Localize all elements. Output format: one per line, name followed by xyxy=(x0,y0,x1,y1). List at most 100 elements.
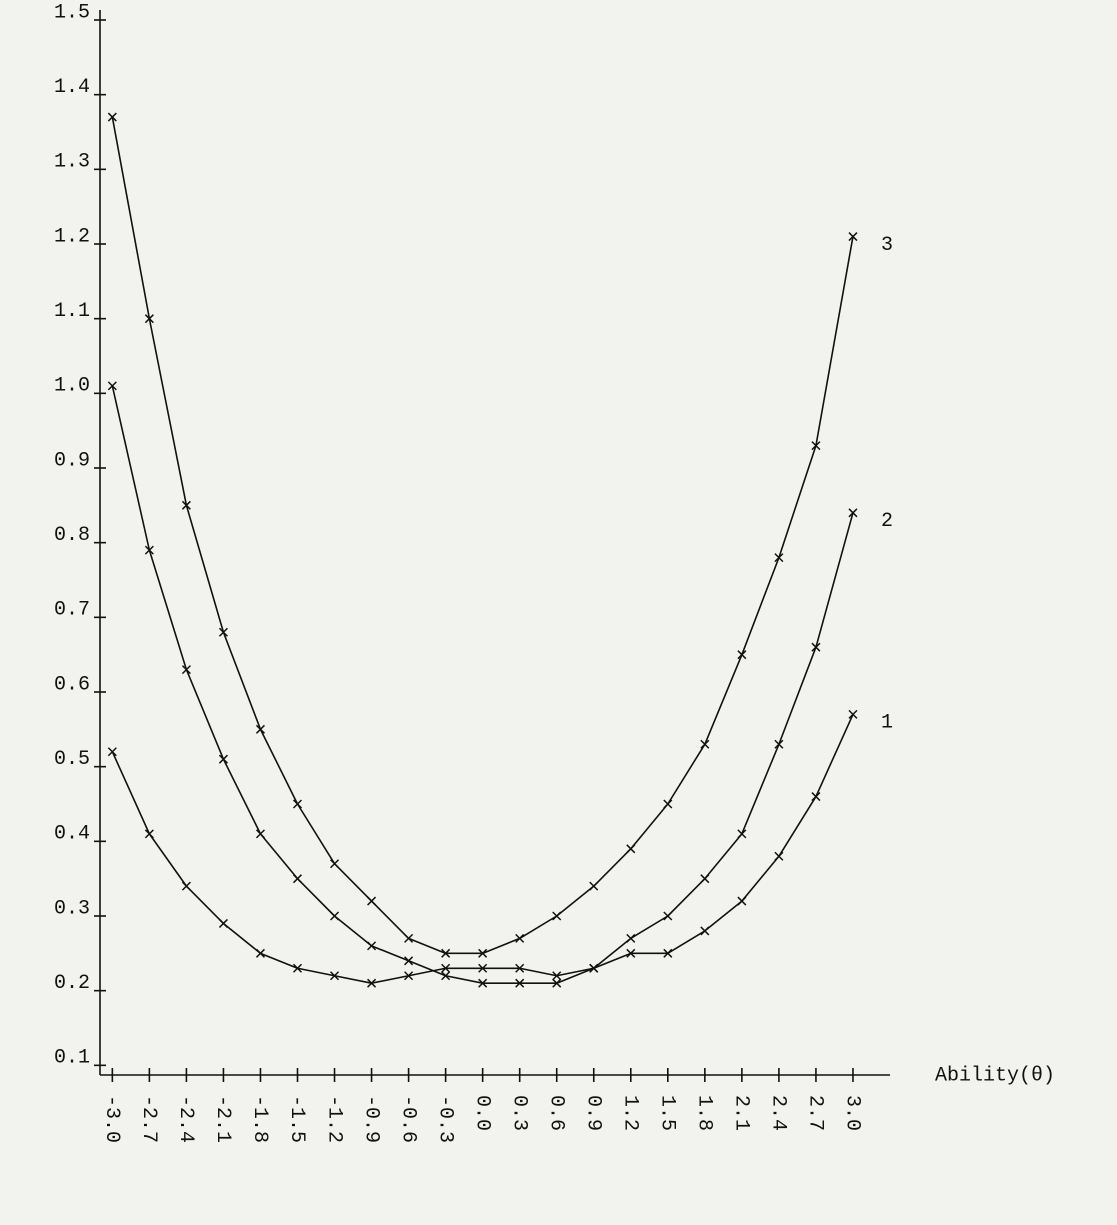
x-tick-label: -0.9 xyxy=(359,1095,382,1143)
point-marker xyxy=(700,926,710,936)
y-tick-label: 0.5 xyxy=(54,748,90,771)
y-tick-label: 0.4 xyxy=(54,823,90,846)
x-tick-label: 0.9 xyxy=(581,1095,604,1131)
point-marker xyxy=(218,918,228,928)
y-tick-label: 1.3 xyxy=(54,151,90,174)
x-tick-label: -2.7 xyxy=(137,1095,160,1143)
point-marker xyxy=(404,971,414,981)
y-tick-label: 1.5 xyxy=(54,1,90,24)
point-marker xyxy=(663,948,673,958)
series-line xyxy=(111,385,854,984)
point-marker xyxy=(255,724,265,734)
x-tick-label: -2.4 xyxy=(174,1095,197,1143)
point-marker xyxy=(515,963,525,973)
series-label: 2 xyxy=(881,510,893,533)
y-tick-label: 0.6 xyxy=(54,673,90,696)
point-marker xyxy=(478,963,488,973)
x-tick-label: 3.0 xyxy=(841,1095,864,1131)
point-marker xyxy=(700,739,710,749)
point-marker xyxy=(255,829,265,839)
point-marker xyxy=(404,956,414,966)
y-tick-label: 0.9 xyxy=(54,449,90,472)
x-tick-label: 2.1 xyxy=(730,1095,753,1131)
x-tick-label: -1.2 xyxy=(322,1095,345,1143)
x-tick-label: -1.5 xyxy=(285,1095,308,1143)
y-tick-label: 0.1 xyxy=(54,1047,90,1070)
x-tick-label: 0.0 xyxy=(470,1095,493,1131)
point-marker xyxy=(811,441,821,451)
y-tick-label: 0.7 xyxy=(54,599,90,622)
x-tick-label: -1.8 xyxy=(248,1095,271,1143)
point-marker xyxy=(811,642,821,652)
point-marker xyxy=(181,665,191,675)
y-tick-label: 1.4 xyxy=(54,76,90,99)
point-marker xyxy=(255,948,265,958)
point-marker xyxy=(478,948,488,958)
point-marker xyxy=(552,911,562,921)
y-tick-label: 0.8 xyxy=(54,524,90,547)
point-marker xyxy=(774,851,784,861)
point-marker xyxy=(811,792,821,802)
x-axis-label: Ability(θ) xyxy=(935,1064,1055,1087)
point-marker xyxy=(367,978,377,988)
point-marker xyxy=(515,978,525,988)
x-tick-label: -0.3 xyxy=(433,1095,456,1143)
point-marker xyxy=(737,829,747,839)
y-tick-label: 1.2 xyxy=(54,225,90,248)
point-marker xyxy=(589,963,599,973)
point-marker xyxy=(404,933,414,943)
series-label: 1 xyxy=(881,712,893,735)
point-marker xyxy=(367,941,377,951)
x-tick-label: 1.5 xyxy=(656,1095,679,1131)
x-tick-label: 1.2 xyxy=(619,1095,642,1131)
y-tick-label: 1.0 xyxy=(54,375,90,398)
point-marker xyxy=(848,709,858,719)
series-label: 3 xyxy=(881,234,893,257)
y-tick-label: 1.1 xyxy=(54,300,90,323)
point-marker xyxy=(292,874,303,884)
point-marker xyxy=(737,650,747,660)
point-marker xyxy=(292,799,303,809)
x-tick-label: -2.1 xyxy=(211,1095,234,1143)
x-tick-label: 2.7 xyxy=(804,1095,827,1131)
point-marker xyxy=(330,859,340,869)
point-marker xyxy=(330,911,340,921)
point-marker xyxy=(441,948,451,958)
series-line xyxy=(111,116,854,955)
point-marker xyxy=(848,508,858,518)
point-marker xyxy=(774,553,784,563)
point-marker xyxy=(441,971,451,981)
point-marker xyxy=(774,739,784,749)
y-tick-label: 0.2 xyxy=(54,972,90,995)
point-marker xyxy=(144,314,154,324)
point-marker xyxy=(218,627,228,637)
point-marker xyxy=(107,381,117,391)
point-marker xyxy=(737,896,747,906)
point-marker xyxy=(441,963,451,973)
x-tick-label: -0.6 xyxy=(396,1095,419,1143)
point-marker xyxy=(367,896,377,906)
point-marker xyxy=(292,963,303,973)
point-marker xyxy=(107,747,117,757)
point-marker xyxy=(478,978,488,988)
point-marker xyxy=(552,971,562,981)
x-tick-label: 1.8 xyxy=(693,1095,716,1131)
point-marker xyxy=(330,971,340,981)
point-marker xyxy=(218,754,228,764)
point-marker xyxy=(181,881,191,891)
point-marker xyxy=(626,844,636,854)
point-marker xyxy=(589,881,599,891)
x-tick-label: 2.4 xyxy=(767,1095,790,1131)
point-marker xyxy=(144,829,154,839)
x-tick-label: 0.3 xyxy=(507,1095,530,1131)
point-marker xyxy=(663,911,673,921)
x-tick-label: 0.6 xyxy=(544,1095,567,1131)
x-tick-label: -3.0 xyxy=(100,1095,123,1143)
point-marker xyxy=(181,500,191,510)
point-marker xyxy=(700,874,710,884)
series-line xyxy=(111,714,854,984)
point-marker xyxy=(626,933,636,943)
y-tick-label: 0.3 xyxy=(54,897,90,920)
